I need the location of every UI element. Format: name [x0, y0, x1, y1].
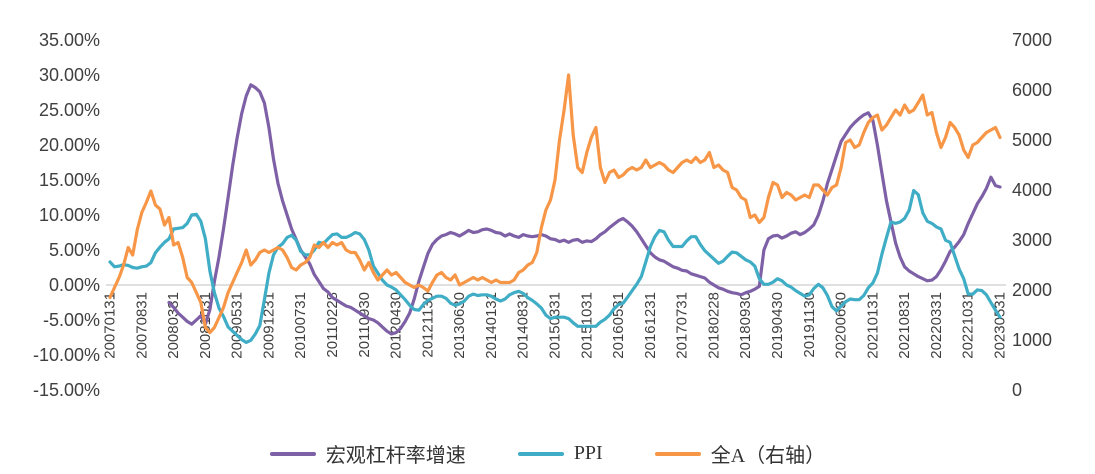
x-axis-tick-label: 20191130 — [801, 292, 818, 358]
left-axis-tick-label: -15.00% — [33, 380, 100, 400]
x-axis-tick-label: 20140131 — [483, 292, 500, 359]
x-axis-tick-label: 20110228 — [324, 292, 341, 358]
right-axis-tick-label: 1000 — [1012, 330, 1052, 350]
left-axis-tick-label: 10.00% — [39, 205, 100, 225]
right-axis-labels: 7000 6000 5000 4000 3000 2000 1000 0 — [1012, 30, 1052, 400]
legend-item-all-a: 全A（右轴） — [654, 439, 826, 468]
all-a-line-swatch — [654, 451, 701, 456]
x-axis-tick-label: 20100731 — [292, 292, 309, 359]
x-axis-tick-label: 20150331 — [547, 292, 564, 359]
right-axis-tick-label: 7000 — [1012, 30, 1052, 50]
left-axis-labels: 35.00% 30.00% 25.00% 20.00% 15.00% 10.00% 5.00… — [33, 30, 100, 400]
right-axis-tick-label: 4000 — [1012, 180, 1052, 200]
x-axis-tick-label: 20140831 — [515, 292, 532, 359]
ppi-line-swatch — [517, 451, 564, 456]
x-axis-tick-label: 20130630 — [451, 292, 468, 359]
x-axis-tick-label: 20070131 — [102, 292, 119, 359]
x-axis-tick-label: 20161231 — [642, 292, 659, 359]
right-axis-tick-label: 0 — [1012, 380, 1022, 400]
right-axis-tick-label: 5000 — [1012, 130, 1052, 150]
x-axis-tick-label: 20070831 — [133, 292, 150, 359]
left-axis-tick-label: -10.00% — [33, 345, 100, 365]
left-axis-tick-label: 15.00% — [39, 170, 100, 190]
left-axis-tick-label: 30.00% — [39, 65, 100, 85]
all-a-right-axis-line — [108, 73, 1002, 335]
right-axis-tick-label: 2000 — [1012, 280, 1052, 300]
legend-item-ppi: PPI — [517, 442, 603, 465]
x-axis-labels: 20070131 20070831 20080331 20081031 20090531… — [102, 292, 1009, 359]
x-axis-tick-label: 20110930 — [356, 292, 373, 358]
left-axis-tick-label: 0.00% — [49, 275, 100, 295]
x-axis-tick-label: 20230531 — [992, 292, 1009, 359]
x-axis-tick-label: 20170731 — [674, 292, 691, 359]
x-axis-tick-label: 20180228 — [705, 292, 722, 359]
ppi-line — [108, 188, 1002, 344]
legend-label-ppi: PPI — [573, 442, 603, 464]
left-axis-tick-label: 25.00% — [39, 100, 100, 120]
x-axis-tick-label: 20091231 — [260, 292, 277, 359]
left-axis-tick-label: -5.00% — [43, 310, 100, 330]
chart-legend: 宏观杠杆率增速 PPI 全A（右轴） — [0, 439, 1095, 468]
legend-label-macro-leverage-growth: 宏观杠杆率增速 — [325, 445, 466, 467]
x-axis-tick-label: 20210131 — [864, 292, 881, 359]
x-axis-tick-label: 20120430 — [388, 292, 405, 359]
x-axis-tick-label: 20221031 — [960, 292, 977, 359]
macro-leverage-line-swatch — [269, 451, 316, 456]
x-axis-tick-label: 20220331 — [928, 292, 945, 359]
x-axis-tick-label: 20080331 — [165, 292, 182, 359]
x-axis-tick-label: 20210831 — [896, 292, 913, 359]
x-axis-tick-label: 20121130 — [419, 292, 436, 358]
left-axis-tick-label: 5.00% — [49, 240, 100, 260]
right-axis-tick-label: 3000 — [1012, 230, 1052, 250]
x-axis-tick-label: 20190430 — [769, 292, 786, 359]
legend-item-macro-leverage-growth: 宏观杠杆率增速 — [269, 439, 466, 468]
legend-label-all-a: 全A（右轴） — [710, 445, 826, 467]
x-axis-tick-label: 20180930 — [737, 292, 754, 359]
x-axis-tick-label: 20090531 — [229, 292, 246, 359]
left-axis-tick-label: 35.00% — [39, 30, 100, 50]
right-axis-tick-label: 6000 — [1012, 80, 1052, 100]
left-axis-tick-label: 20.00% — [39, 135, 100, 155]
